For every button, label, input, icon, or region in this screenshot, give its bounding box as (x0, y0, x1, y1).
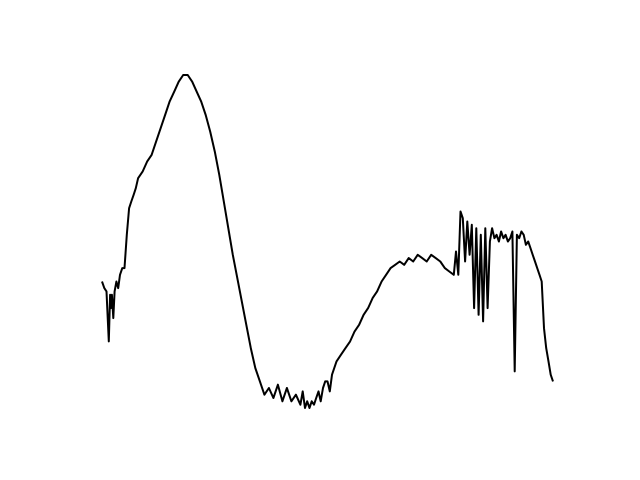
series-line-0 (101, 74, 554, 409)
